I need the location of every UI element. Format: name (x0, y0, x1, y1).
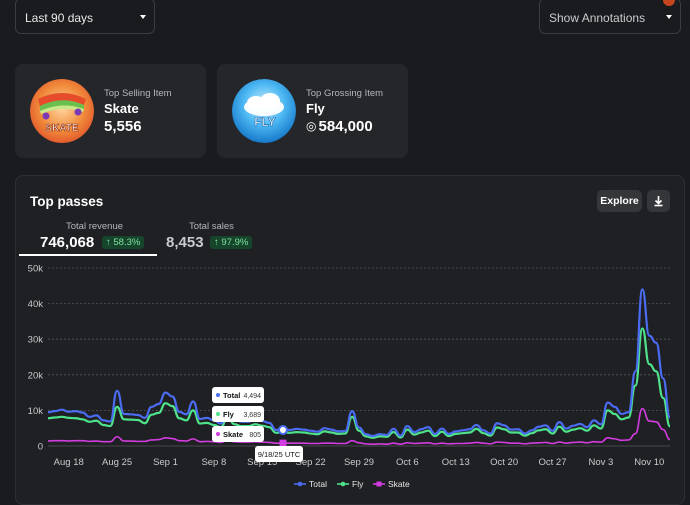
top-selling-card[interactable]: SKATE Top Selling Item Skate 5,556 (15, 64, 206, 158)
avatar[interactable] (663, 0, 675, 6)
metric-label: Total sales (189, 221, 234, 232)
chevron-down-icon (140, 15, 146, 19)
date-range-label: Last 90 days (25, 11, 94, 25)
download-button[interactable] (647, 190, 670, 212)
download-icon (654, 196, 663, 207)
metric-change-badge: ↑ 97.9% (210, 236, 253, 249)
top-selling-value: 5,556 (104, 118, 142, 135)
top-grossing-caption: Top Grossing Item (306, 88, 384, 99)
explore-button[interactable]: Explore (597, 190, 642, 212)
chevron-down-icon (666, 15, 672, 19)
top-selling-caption: Top Selling Item (104, 88, 172, 99)
skate-logo-text: SKATE (45, 123, 78, 134)
top-selling-name: Skate (104, 101, 139, 116)
annotations-label: Show Annotations (549, 11, 646, 25)
robux-icon: ◎ (306, 119, 317, 133)
panel-title: Top passes (30, 194, 104, 209)
date-range-dropdown[interactable]: Last 90 days (15, 0, 155, 34)
fly-logo-text: FLY (254, 115, 276, 129)
top-grossing-name: Fly (306, 101, 325, 116)
top-grossing-value-row: ◎ 584,000 (306, 118, 373, 135)
metric-change-badge: ↑ 58.3% (102, 236, 145, 249)
top-grossing-value: 584,000 (318, 118, 373, 135)
fly-item-thumbnail: FLY (232, 79, 296, 143)
active-tab-underline (19, 254, 157, 256)
metric-value: 746,068 (40, 234, 95, 251)
metric-label: Total revenue (66, 221, 124, 232)
top-passes-panel: Top passes Explore Total revenue 746,068… (15, 175, 685, 505)
skate-item-thumbnail: SKATE (30, 79, 94, 143)
metric-value: 8,453 (166, 234, 204, 251)
top-grossing-card[interactable]: FLY Top Grossing Item Fly ◎ 584,000 (217, 64, 408, 158)
annotations-dropdown[interactable]: Show Annotations (539, 0, 681, 34)
